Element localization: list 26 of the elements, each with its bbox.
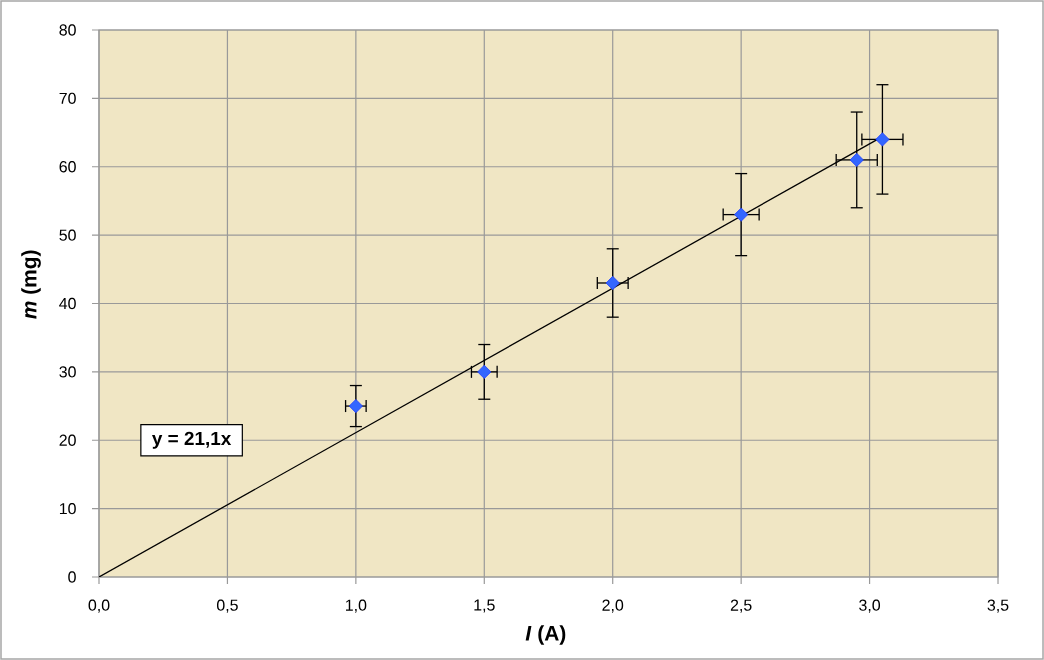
y-tick-label: 80 xyxy=(59,24,76,36)
y-tick-label: 60 xyxy=(59,161,76,173)
x-axis-title: I (A) xyxy=(525,625,566,645)
point xyxy=(348,399,363,414)
x-tick-label: 2,5 xyxy=(730,599,752,613)
x-tick-label: 1,5 xyxy=(474,599,495,613)
point xyxy=(875,132,890,147)
x-tick-label: 0,0 xyxy=(88,599,110,613)
y-tick-label: 0 xyxy=(68,571,76,583)
x-tick-label: 0,5 xyxy=(216,599,238,613)
y-tick-label: 40 xyxy=(59,297,76,310)
y-axis-title: m (mg) xyxy=(21,250,41,319)
x-tick-label: 3,0 xyxy=(859,599,881,613)
point xyxy=(849,152,864,167)
x-tick-label: 3,5 xyxy=(987,599,1009,613)
point xyxy=(605,275,620,291)
point xyxy=(734,207,749,222)
y-tick-label: 70 xyxy=(59,92,76,105)
y-tick-label: 30 xyxy=(59,366,76,378)
x-tick-label: 2,0 xyxy=(602,599,624,613)
point xyxy=(477,364,492,379)
annotation: y = 21,1x xyxy=(152,431,232,449)
y-tick-label: 50 xyxy=(59,229,76,241)
y-tick-label: 20 xyxy=(59,434,76,446)
x-tick-label: 1,0 xyxy=(346,599,367,613)
y-tick-label: 10 xyxy=(59,502,76,515)
